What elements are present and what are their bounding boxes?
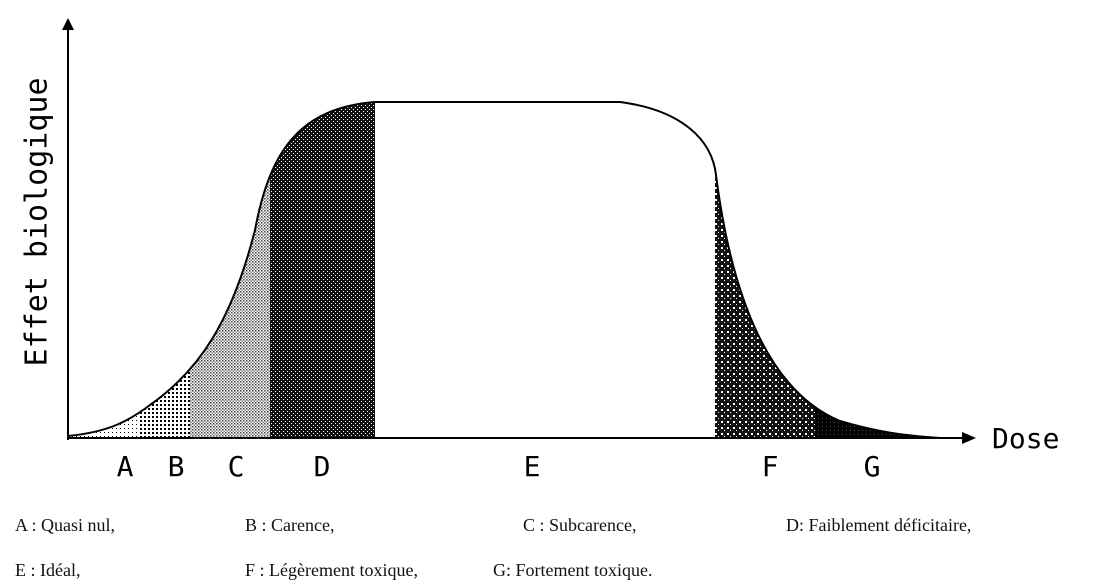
y-axis-label: Effet biologique — [20, 78, 55, 367]
zone-g-fill — [815, 102, 940, 438]
zone-letter: A — [117, 450, 134, 483]
zone-letter: F — [762, 450, 779, 483]
zone-letter: C — [228, 450, 245, 483]
x-axis-label: Dose — [992, 422, 1059, 455]
zone-letter: D — [314, 450, 331, 483]
zone-a-fill — [68, 102, 140, 438]
zone-letter: G — [864, 450, 881, 483]
zone-b-fill — [140, 102, 190, 438]
curve — [67, 101, 941, 439]
y-axis-arrow — [62, 18, 74, 30]
zone-letter: E — [524, 450, 541, 483]
zone-letter: B — [168, 450, 185, 483]
zone-fills — [68, 102, 940, 438]
legend-entry: A : Quasi nul, — [15, 515, 115, 535]
zone-f-fill — [715, 102, 815, 438]
legend-entry: C : Subcarence, — [523, 515, 636, 535]
legend: A : Quasi nul, B : Carence, C : Subcaren… — [15, 515, 971, 580]
legend-entry: B : Carence, — [245, 515, 334, 535]
zone-letters: A B C D E F G — [117, 450, 881, 483]
legend-entry: F : Légèrement toxique, — [245, 560, 418, 580]
legend-entry: E : Idéal, — [15, 560, 80, 580]
legend-entry: D: Faiblement déficitaire, — [786, 515, 971, 535]
legend-entry: G: Fortement toxique. — [493, 560, 652, 580]
zone-d-fill — [270, 102, 375, 438]
x-axis-arrow — [962, 432, 976, 444]
